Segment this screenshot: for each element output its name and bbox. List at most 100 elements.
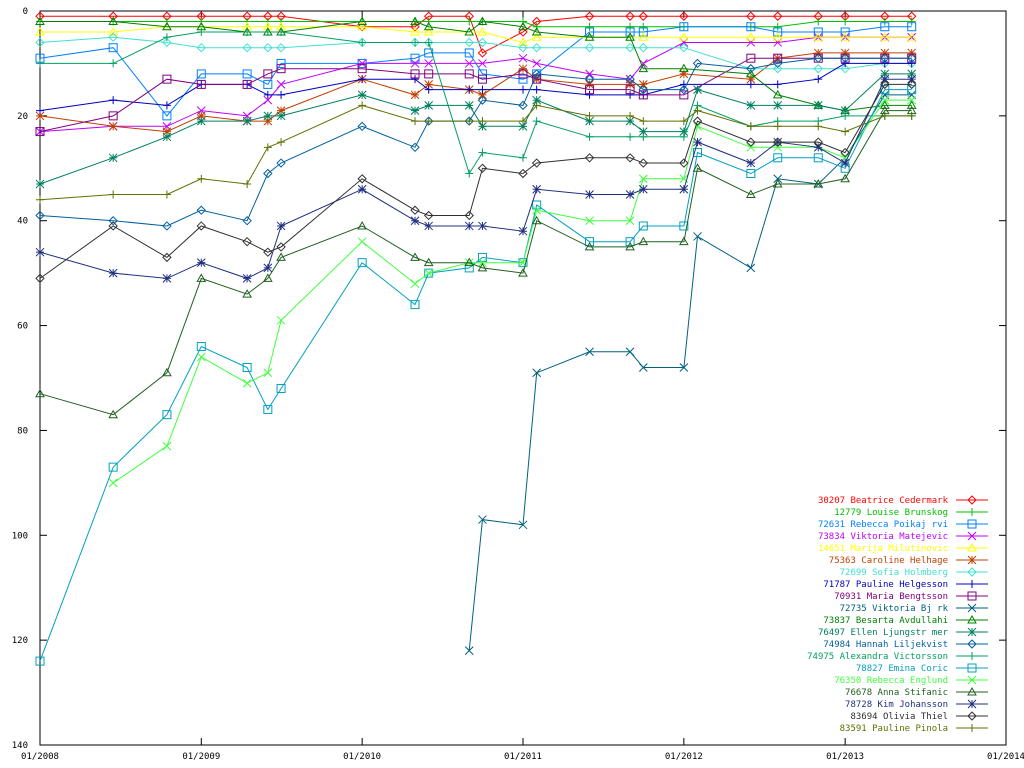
data-point — [410, 22, 420, 32]
data-point — [841, 17, 850, 26]
data-point — [263, 17, 272, 26]
data-point — [693, 85, 702, 94]
data-point — [478, 221, 487, 231]
data-point — [773, 137, 783, 147]
data-point — [108, 462, 118, 472]
data-point — [410, 142, 420, 153]
data-point — [357, 121, 367, 132]
data-point — [772, 32, 783, 41]
data-point — [679, 127, 689, 136]
data-point — [35, 210, 45, 221]
x-tick-label: 01/2011 — [504, 752, 542, 762]
data-point — [585, 85, 595, 95]
y-tick-label: 20 — [17, 112, 28, 122]
data-point — [531, 69, 542, 79]
series-15 — [108, 95, 917, 488]
data-point — [625, 190, 635, 199]
data-point — [478, 59, 487, 68]
data-point — [639, 117, 648, 126]
data-point — [880, 59, 889, 68]
y-tick-label: 100 — [12, 531, 28, 541]
data-point — [263, 168, 273, 179]
data-point — [840, 173, 851, 183]
data-point — [411, 117, 420, 126]
data-point — [585, 111, 594, 120]
data-point — [638, 80, 648, 89]
legend-label: 76497 Ellen Ljungstr mer — [818, 628, 949, 638]
data-point — [679, 132, 688, 141]
data-point — [242, 289, 252, 298]
data-point — [263, 368, 273, 378]
legend-label: 83694 Olivia Thiel — [850, 712, 948, 722]
data-point — [196, 221, 207, 231]
data-point — [423, 21, 434, 31]
data-point — [464, 37, 474, 48]
legend-swatch-marker — [967, 603, 977, 613]
data-point — [879, 100, 890, 109]
data-point — [585, 237, 595, 247]
data-point — [773, 53, 783, 63]
legend-label: 70931 Maria Bengtsson — [834, 592, 948, 602]
data-point — [532, 22, 541, 31]
legend-label: 71787 Pauline Helgesson — [823, 580, 948, 590]
data-point — [424, 85, 433, 94]
data-point — [639, 22, 648, 31]
legend-swatch-marker — [967, 555, 977, 565]
data-point — [276, 58, 286, 68]
data-point — [693, 137, 702, 147]
data-point — [357, 21, 368, 31]
data-point — [410, 53, 420, 63]
data-point — [518, 520, 528, 530]
data-point — [626, 22, 635, 31]
legend-label: 73834 Viktoria Matejevic — [818, 532, 948, 542]
data-point — [693, 232, 702, 241]
data-point — [477, 252, 487, 262]
legend-swatch-marker — [967, 675, 977, 685]
data-point — [880, 69, 890, 79]
data-point — [813, 153, 823, 163]
data-point — [841, 59, 850, 68]
data-point — [277, 90, 286, 99]
data-point — [423, 210, 434, 221]
data-point — [584, 241, 595, 251]
data-point — [625, 11, 635, 21]
data-point — [773, 58, 783, 69]
data-point — [424, 268, 434, 278]
y-tick-label: 0 — [23, 7, 28, 17]
data-point — [679, 363, 689, 372]
data-point — [532, 59, 542, 68]
data-point — [625, 216, 635, 226]
legend-swatch-marker — [967, 614, 977, 624]
series-line — [40, 20, 912, 112]
data-point — [357, 237, 367, 247]
data-point — [196, 352, 206, 362]
data-point — [424, 268, 434, 278]
data-point — [242, 363, 252, 373]
data-point — [692, 58, 703, 69]
data-point — [243, 17, 252, 26]
data-point — [813, 101, 823, 110]
legend-swatch-marker — [968, 580, 976, 588]
data-point — [109, 96, 118, 105]
data-point — [197, 174, 206, 183]
data-point — [108, 32, 118, 42]
data-point — [263, 27, 272, 36]
data-point — [276, 80, 286, 89]
data-point — [196, 69, 206, 79]
data-point — [531, 32, 542, 41]
data-point — [478, 148, 487, 157]
data-point — [358, 75, 367, 84]
data-point — [745, 189, 756, 198]
series-12 — [35, 53, 917, 231]
data-point — [625, 153, 635, 163]
data-point — [465, 117, 474, 126]
data-point — [532, 85, 541, 94]
data-point — [532, 95, 542, 105]
data-point — [464, 263, 474, 273]
data-point — [692, 163, 703, 172]
data-point — [410, 252, 420, 261]
data-point — [108, 153, 118, 163]
legend-label: 75363 Caroline Helhage — [829, 556, 948, 566]
data-point — [678, 32, 689, 41]
x-tick-label: 01/2014 — [987, 752, 1024, 762]
